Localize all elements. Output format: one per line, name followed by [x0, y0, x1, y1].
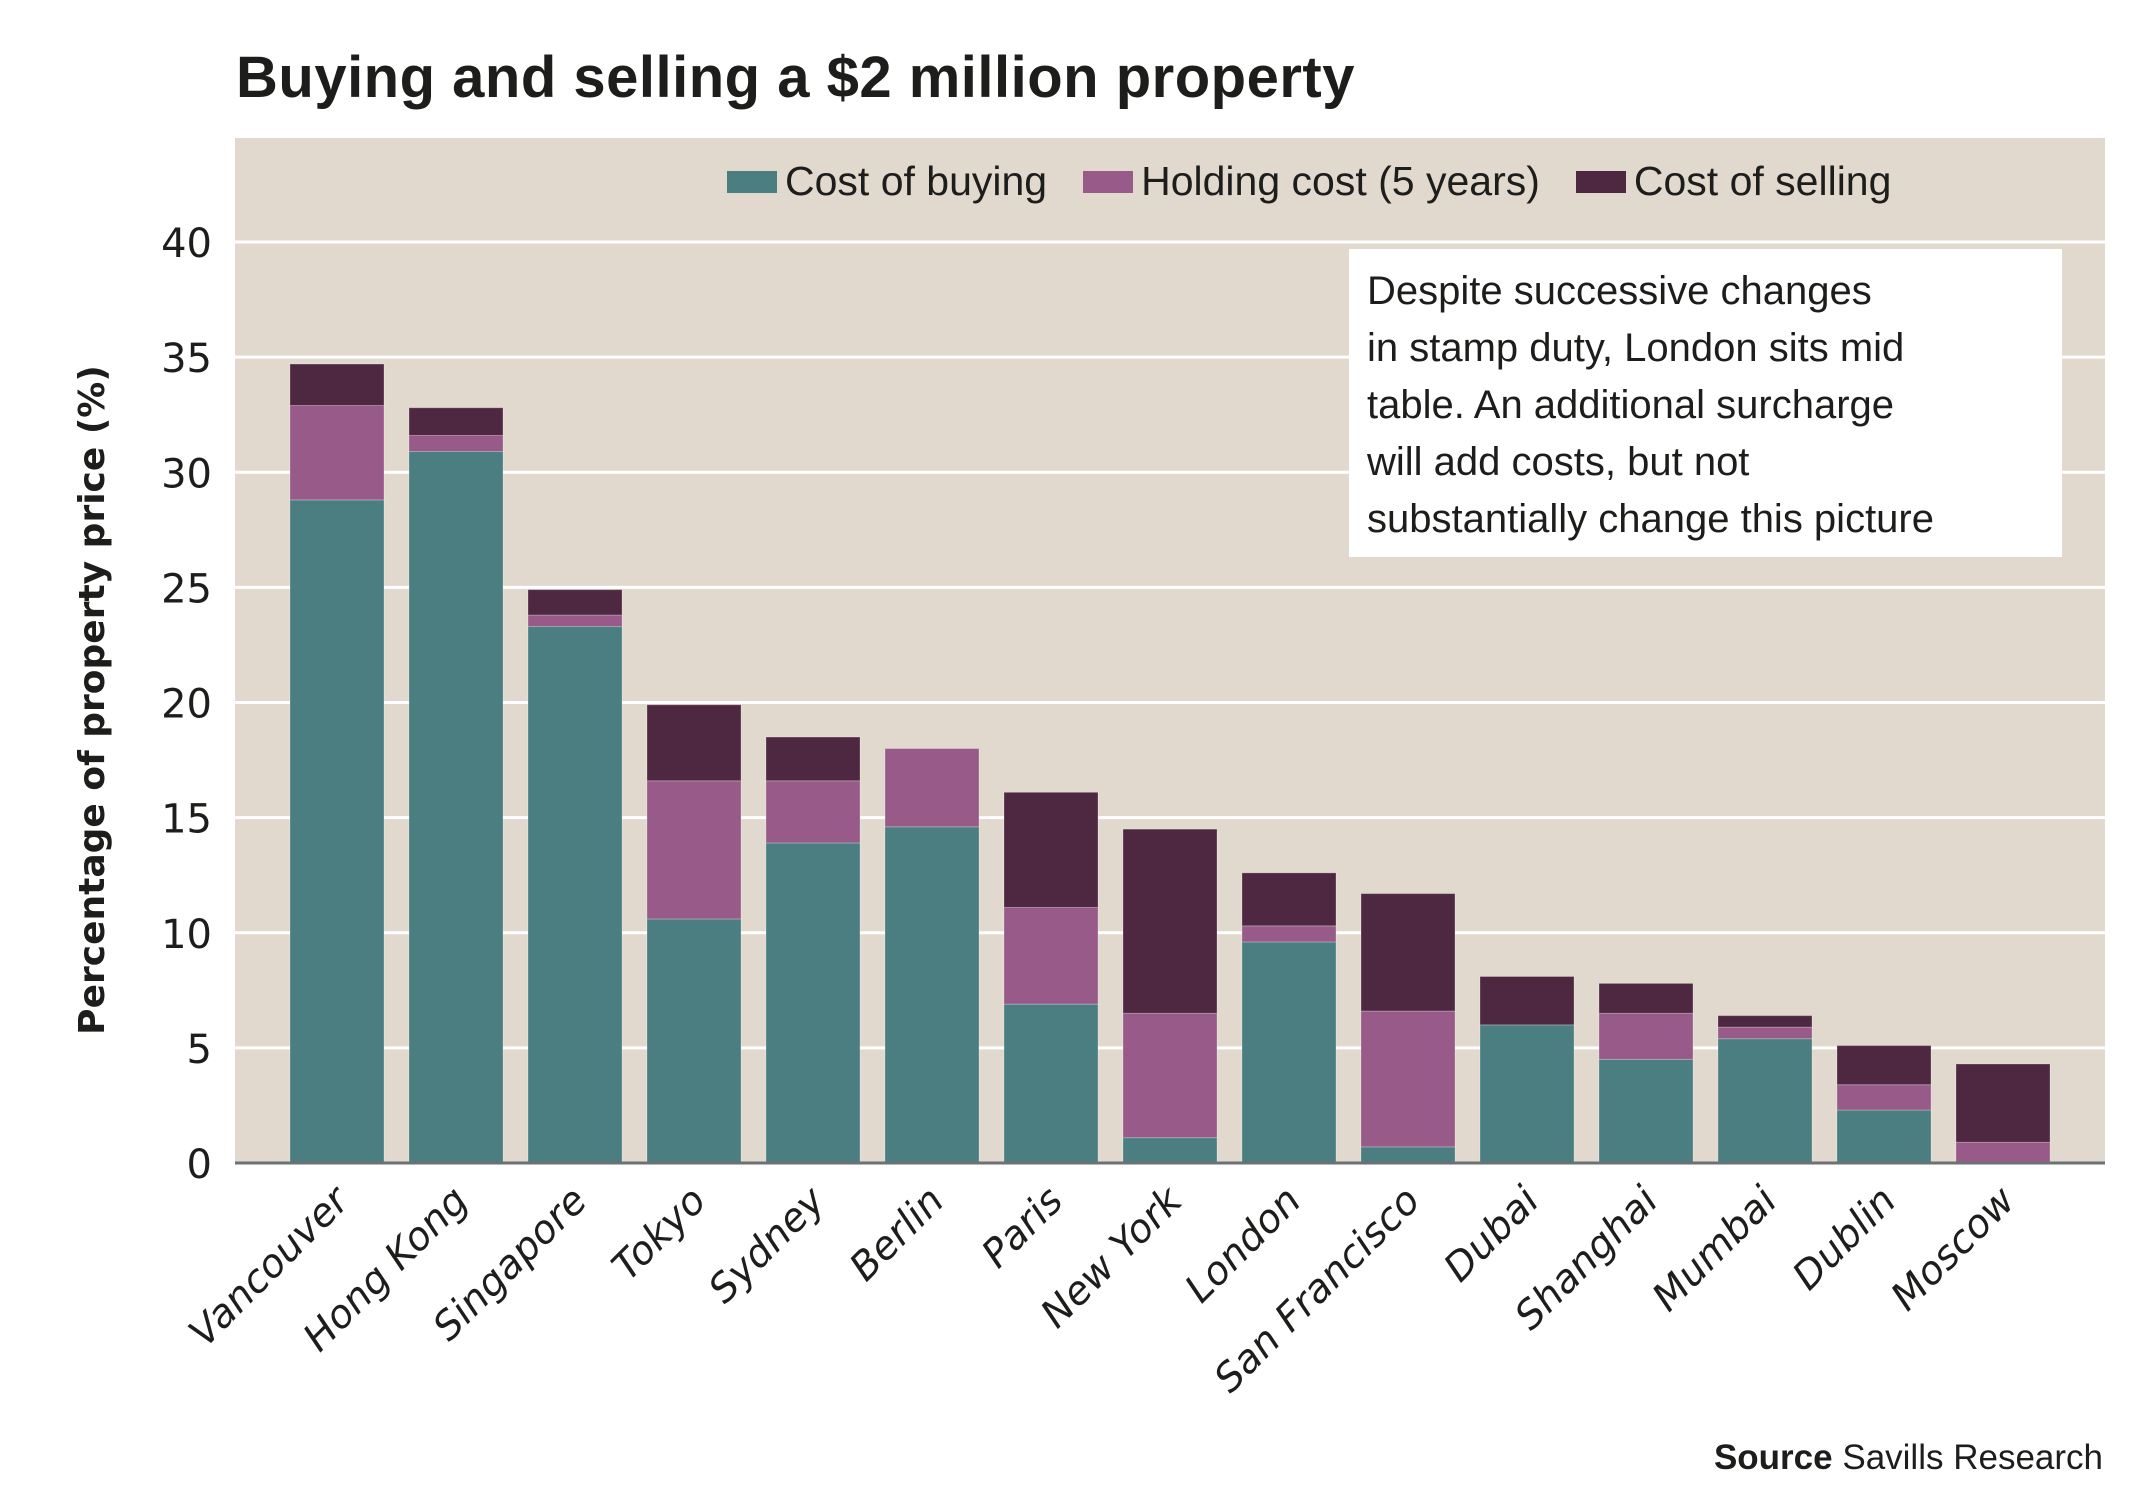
bar-segment-buying: [646, 918, 742, 1164]
legend: Cost of buying Holding cost (5 years) Co…: [727, 158, 1891, 205]
x-tick-label: San Francisco: [1206, 1178, 1429, 1401]
bar-segment-selling: [1598, 982, 1694, 1014]
bar-segment-holding: [289, 404, 385, 501]
x-tick-label: Tokyo: [604, 1178, 715, 1289]
y-tick-label: 40: [161, 221, 212, 267]
bar-segment-holding: [1598, 1012, 1694, 1060]
bar-stack: [408, 407, 504, 1164]
bar-segment-selling: [408, 407, 504, 436]
bar-segment-buying: [1836, 1109, 1932, 1164]
source-label: Source: [1713, 1438, 1833, 1477]
bar-stack: [765, 736, 861, 1164]
bar-segment-selling: [1122, 828, 1218, 1014]
annotation-line: will add costs, but not: [1367, 440, 1750, 484]
bar-segment-selling: [646, 704, 742, 782]
bars: [289, 363, 2051, 1164]
bar-segment-holding: [1360, 1010, 1456, 1148]
bar-stack: [1003, 791, 1099, 1164]
x-tick-label: Dublin: [1784, 1178, 1905, 1299]
annotation-box: Despite successive changes in stamp duty…: [1349, 249, 2062, 557]
bar-segment-selling: [289, 363, 385, 406]
x-tick-label: Mumbai: [1644, 1178, 1786, 1320]
bar-stack: [884, 748, 980, 1164]
bar-segment-buying: [527, 626, 623, 1164]
bar-segment-selling: [527, 589, 623, 616]
y-tick-label: 0: [187, 1142, 212, 1188]
bar-segment-buying: [1122, 1137, 1218, 1164]
bar-segment-holding: [1955, 1141, 2051, 1164]
legend-label-holding: Holding cost (5 years): [1141, 158, 1540, 204]
bar-segment-selling: [1003, 791, 1099, 908]
bar-segment-buying: [1717, 1038, 1813, 1164]
bar-stack: [1598, 982, 1694, 1164]
bar-segment-buying: [1241, 941, 1337, 1164]
bar-segment-holding: [765, 780, 861, 844]
source-note: Source Savills Research: [1714, 1438, 2103, 1478]
bar-segment-selling: [1836, 1045, 1932, 1086]
bar-segment-buying: [1479, 1024, 1575, 1164]
bar-stack: [1479, 975, 1575, 1164]
bar-segment-selling: [1241, 872, 1337, 927]
y-tick-label: 10: [161, 912, 212, 958]
legend-swatch-selling: [1575, 170, 1626, 193]
legend-swatch-holding: [1083, 170, 1134, 193]
x-tick-label: Sydney: [700, 1178, 835, 1313]
annotation-line: Despite successive changes: [1367, 269, 1872, 313]
bar-segment-buying: [289, 499, 385, 1164]
bar-segment-selling: [1955, 1063, 2051, 1143]
x-tick-label: Dubai: [1435, 1178, 1548, 1291]
y-tick-label: 20: [161, 682, 212, 728]
bar-segment-buying: [1003, 1003, 1099, 1164]
bar-stack: [1241, 872, 1337, 1164]
bar-segment-holding: [1717, 1026, 1813, 1040]
bar-segment-holding: [1122, 1012, 1218, 1139]
annotation-line: substantially change this picture: [1367, 497, 1934, 541]
bar-segment-holding: [408, 434, 504, 453]
x-tick-label: Berlin: [841, 1178, 953, 1290]
bar-stack: [1717, 1015, 1813, 1164]
y-tick-label: 30: [161, 451, 212, 497]
bar-stack: [289, 363, 385, 1164]
annotation-line: table. An additional surcharge: [1367, 383, 1895, 427]
legend-label-buying: Cost of buying: [785, 158, 1048, 204]
y-tick-label: 5: [187, 1027, 212, 1073]
bar-segment-holding: [1003, 906, 1099, 1005]
bar-segment-buying: [1360, 1146, 1456, 1164]
bar-stack: [646, 704, 742, 1164]
y-tick-label: 15: [161, 797, 212, 843]
annotation-line: in stamp duty, London sits mid: [1367, 326, 1905, 370]
bar-segment-holding: [1241, 925, 1337, 943]
bar-segment-holding: [646, 780, 742, 920]
bar-segment-buying: [884, 826, 980, 1164]
bar-segment-selling: [1479, 975, 1575, 1026]
bar-segment-buying: [1598, 1058, 1694, 1164]
bar-segment-holding: [884, 748, 980, 828]
bar-segment-buying: [765, 842, 861, 1164]
source-text: Savills Research: [1842, 1438, 2103, 1477]
bar-stack: [1122, 828, 1218, 1164]
bar-segment-buying: [408, 451, 504, 1164]
bar-stack: [1955, 1063, 2051, 1164]
bar-segment-selling: [765, 736, 861, 782]
bar-stack: [1360, 893, 1456, 1164]
y-tick-label: 35: [161, 336, 212, 382]
bar-stack: [1836, 1045, 1932, 1164]
bar-segment-selling: [1717, 1015, 1813, 1028]
chart-title: Buying and selling a $2 million property: [236, 45, 1355, 110]
bar-stack: [527, 589, 623, 1164]
x-tick-label: Moscow: [1883, 1178, 2025, 1320]
y-tick-labels: 0 5 10 15 20 25 30 35 40: [161, 221, 212, 1188]
legend-swatch-buying: [727, 170, 777, 193]
y-axis-label: Percentage of property price (%): [72, 365, 113, 1035]
x-tick-label: Paris: [973, 1178, 1072, 1277]
legend-label-selling: Cost of selling: [1633, 158, 1892, 204]
y-tick-label: 25: [161, 566, 212, 612]
bar-segment-holding: [527, 614, 623, 628]
bar-segment-selling: [1360, 893, 1456, 1012]
bar-segment-holding: [1836, 1084, 1932, 1111]
